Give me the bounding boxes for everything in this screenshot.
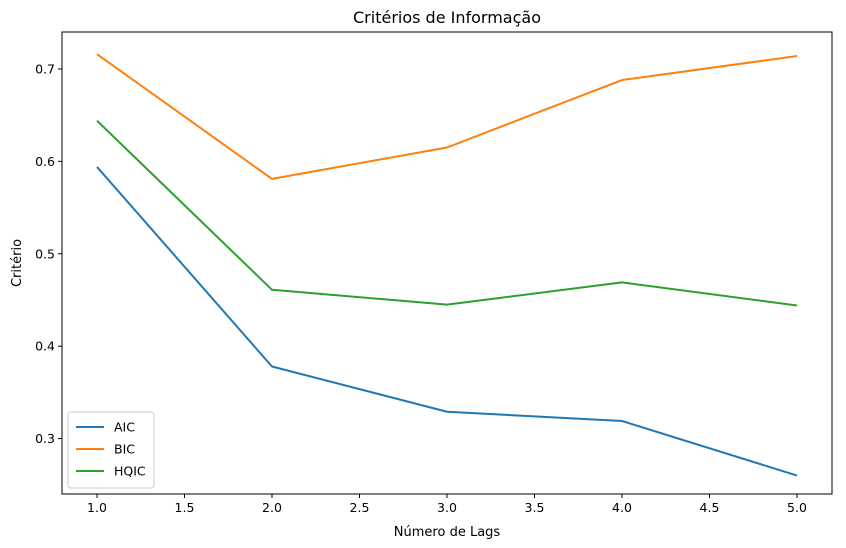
- series-lines: [96, 53, 798, 477]
- legend: AIC BIC HQIC: [67, 411, 155, 489]
- x-tick-label: 3.0: [437, 500, 457, 515]
- x-tick-label: 1.5: [175, 500, 195, 515]
- x-tick-label: 4.5: [700, 500, 720, 515]
- y-axis-ticks: 0.3 0.4 0.5 0.6 0.7: [35, 61, 62, 446]
- x-tick-label: 2.5: [350, 500, 370, 515]
- legend-box: [67, 411, 155, 489]
- plot-area: [62, 32, 832, 494]
- legend-label: HQIC: [114, 464, 146, 479]
- x-tick-label: 2.0: [262, 500, 282, 515]
- y-axis-label: Critério: [10, 239, 25, 287]
- legend-label: BIC: [114, 442, 135, 457]
- legend-label: AIC: [114, 420, 135, 435]
- series-line-hqic: [96, 119, 798, 307]
- x-tick-label: 4.0: [612, 500, 632, 515]
- x-axis-ticks: 1.0 1.5 2.0 2.5 3.0 3.5 4.0 4.5 5.0: [87, 494, 807, 515]
- plot-frame: [61, 31, 833, 495]
- series-line-bic: [96, 53, 798, 180]
- y-tick-label: 0.7: [35, 61, 55, 76]
- chart-title: Critérios de Informação: [353, 8, 541, 27]
- y-tick-label: 0.6: [35, 154, 55, 169]
- x-tick-label: 1.0: [87, 500, 107, 515]
- y-tick-label: 0.5: [35, 246, 55, 261]
- y-tick-label: 0.4: [35, 339, 55, 354]
- series-line-aic: [96, 166, 798, 477]
- y-tick-label: 0.3: [35, 431, 55, 446]
- x-tick-label: 3.5: [525, 500, 545, 515]
- x-tick-label: 5.0: [787, 500, 807, 515]
- x-axis-label: Número de Lags: [394, 525, 501, 540]
